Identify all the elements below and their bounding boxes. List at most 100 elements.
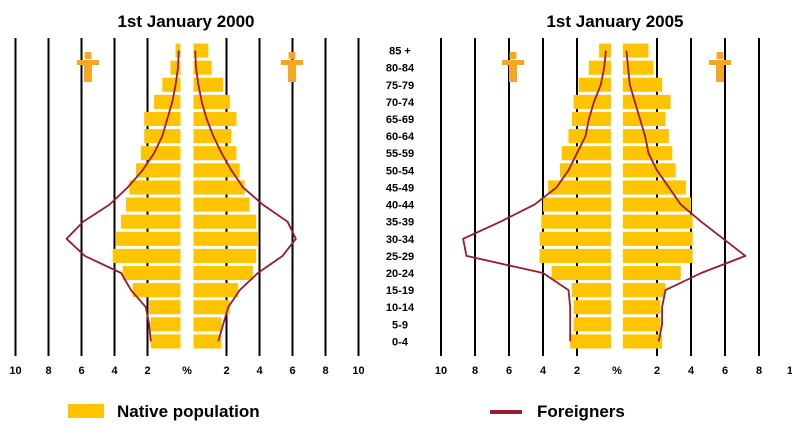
tick-label: 8 (322, 365, 328, 377)
native-bar (116, 231, 181, 246)
native-bar (126, 197, 181, 212)
native-bar (112, 248, 181, 263)
native-bar (154, 94, 181, 109)
native-bar (571, 283, 611, 298)
age-group-label: 75-79 (386, 80, 414, 92)
native-bar (193, 77, 224, 92)
tick-label: 4 (540, 365, 547, 377)
tick-label: 6 (722, 365, 728, 377)
tick-label: 2 (654, 365, 660, 377)
native-bar (623, 77, 663, 92)
native-bar (150, 334, 181, 349)
tick-label: 6 (289, 365, 295, 377)
legend: Native population Foreigners (68, 402, 625, 421)
native-bar (623, 283, 666, 298)
chart-title-2005: 1st January 2005 (546, 12, 683, 31)
native-bar (193, 334, 222, 349)
native-bar (144, 111, 181, 127)
native-bar (623, 94, 671, 109)
tick-label: 4 (256, 365, 263, 377)
age-group-label: 10-14 (386, 302, 415, 314)
age-group-label: 40-44 (386, 200, 415, 212)
native-bar (140, 146, 181, 161)
age-group-label: 65-69 (386, 114, 414, 126)
age-group-label: 20-24 (386, 268, 415, 280)
foreigners-line-right (194, 50, 297, 342)
native-bar (623, 334, 663, 349)
native-bar (573, 94, 611, 109)
chart-title-2000: 1st January 2000 (117, 12, 254, 31)
native-bar (193, 146, 237, 161)
tick-label: 2 (574, 365, 580, 377)
native-bar (551, 265, 611, 281)
legend-foreigners-label: Foreigners (537, 402, 625, 421)
tick-label: 2 (223, 365, 229, 377)
native-bar (560, 163, 611, 178)
native-bar (541, 214, 611, 229)
male-symbol-icon (77, 52, 99, 82)
tick-label: 6 (78, 365, 84, 377)
foreigners-line-left (462, 50, 607, 342)
age-group-label: 60-64 (386, 131, 415, 143)
age-group-label: 30-34 (386, 234, 415, 246)
native-bar (573, 317, 611, 332)
pyramid-2005: 10 8 6 4 2% 2 4 6 8 10 1st January 2005 (435, 12, 792, 377)
sex-symbols (77, 52, 731, 82)
native-bar (129, 180, 181, 195)
native-bar (121, 214, 181, 229)
age-group-label: 45-49 (386, 182, 414, 194)
foreigners-line-left (65, 50, 180, 342)
native-bar (193, 60, 212, 75)
age-group-label: 80-84 (386, 63, 415, 75)
tick-label: 8 (756, 365, 762, 377)
native-bar (570, 334, 611, 349)
native-bar (539, 231, 611, 246)
native-bar (170, 60, 181, 75)
native-bar (571, 111, 611, 127)
native-bar (193, 248, 257, 263)
legend-native-swatch (68, 404, 104, 418)
native-bar (193, 180, 245, 195)
native-bar (162, 77, 181, 92)
age-group-label: 0-4 (392, 336, 409, 348)
native-bar (623, 248, 693, 263)
age-group-label: 50-54 (386, 165, 415, 177)
native-bar (149, 300, 181, 315)
age-group-label: 85 + (389, 46, 411, 58)
tick-label: 6 (506, 365, 512, 377)
tick-label: % (182, 365, 192, 377)
tick-label: 8 (472, 365, 478, 377)
native-bar (193, 94, 230, 109)
native-bar (548, 180, 611, 195)
native-bar (193, 317, 222, 332)
native-bar (578, 77, 611, 92)
native-bar (623, 163, 676, 178)
tick-label: 4 (111, 365, 118, 377)
native-bar (193, 163, 240, 178)
tick-label: 2 (144, 365, 150, 377)
age-group-label: 55-59 (386, 148, 414, 160)
native-bar (573, 300, 611, 315)
native-bar (623, 60, 654, 75)
native-bar (193, 231, 258, 246)
tick-label: 10 (352, 365, 364, 377)
native-bar (150, 317, 181, 332)
male-symbol-icon (502, 52, 524, 82)
tick-label: 10 (9, 365, 21, 377)
native-bar (623, 180, 686, 195)
native-bar (568, 129, 611, 144)
native-bar (539, 248, 611, 263)
native-bar (561, 146, 611, 161)
native-bar (175, 43, 181, 58)
tick-label: 4 (688, 365, 695, 377)
native-bar (543, 197, 611, 212)
native-bar (132, 283, 181, 298)
native-bar (623, 231, 693, 246)
female-symbol-icon (709, 52, 731, 82)
native-bar (122, 265, 181, 281)
native-bar (193, 111, 237, 127)
age-group-label: 5-9 (392, 319, 408, 331)
native-bar (623, 197, 691, 212)
tick-label: 10 (787, 365, 792, 377)
